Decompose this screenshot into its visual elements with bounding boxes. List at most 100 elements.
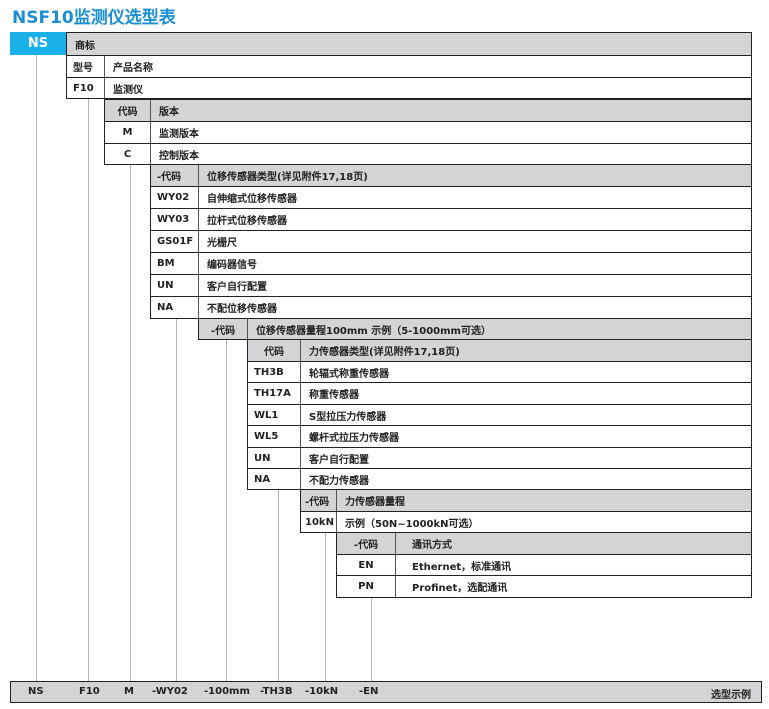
header-desc: 力传感器量程: [345, 497, 405, 508]
code-cell: WY03: [151, 209, 199, 230]
desc-cell: 监测版本: [159, 129, 199, 140]
example-part: -TH3B: [260, 686, 293, 697]
model-table: 商标 型号 产品名称 F10 监测仪: [66, 32, 752, 99]
table-row: BM 编码器信号: [151, 253, 751, 275]
desc-cell: Profinet，选配通讯: [412, 583, 508, 594]
table-row: EN Ethernet，标准通讯: [337, 555, 751, 576]
table-row: GS01F 光栅尺: [151, 231, 751, 253]
code-cell: C: [105, 144, 151, 165]
desc-cell: 监测仪: [113, 85, 143, 96]
code-cell: EN: [337, 555, 396, 575]
force-header: 代码 力传感器类型(详见附件17,18页): [248, 340, 751, 362]
table-row: PN Profinet，选配通讯: [337, 576, 751, 597]
code-cell: TH3B: [248, 362, 301, 382]
force-range-header: -代码 力传感器量程: [301, 490, 751, 512]
table-row: UN 客户自行配置: [248, 448, 751, 469]
connector-line: [88, 99, 89, 681]
displacement-range-table: -代码 位移传感器量程100mm 示例（5-1000mm可选）: [198, 318, 752, 340]
table-row: UN 客户自行配置: [151, 275, 751, 297]
code-cell: WL5: [248, 426, 301, 447]
code-cell: GS01F: [151, 231, 199, 252]
desc-cell: S型拉压力传感器: [309, 411, 387, 423]
example-part: -10kN: [305, 686, 339, 697]
desc-cell: Ethernet，标准通讯: [412, 561, 512, 573]
brand-row: 商标: [67, 33, 751, 56]
header-desc: 位移传感器量程100mm 示例（5-1000mm可选）: [256, 325, 491, 337]
brand-code: NS: [10, 32, 66, 55]
desc-cell: 示例（50N~1000kN可选）: [345, 518, 479, 530]
header-code: -代码: [337, 533, 396, 554]
connector-line: [371, 597, 372, 681]
page-title: NSF10监测仪选型表: [12, 8, 176, 28]
displacement-header: -代码 位移传感器类型(详见附件17,18页): [151, 165, 751, 187]
selection-example-bar: NS F10 M -WY02 -100mm -TH3B -10kN -EN 选型…: [10, 681, 762, 703]
connector-line: [325, 532, 326, 681]
code-cell: M: [105, 122, 151, 143]
model-header: 型号 产品名称: [67, 56, 751, 78]
desc-cell: 拉杆式位移传感器: [207, 216, 287, 227]
table-row: WY02 自伸缩式位移传感器: [151, 187, 751, 209]
brand-label: 商标: [75, 40, 95, 52]
desc-cell: 客户自行配置: [309, 454, 369, 466]
header-desc: 产品名称: [113, 63, 153, 74]
example-part: M: [124, 686, 134, 697]
connector-line: [278, 489, 279, 681]
header-code: 代码: [248, 340, 301, 361]
desc-cell: 编码器信号: [207, 260, 257, 271]
range-header: -代码 位移传感器量程100mm 示例（5-1000mm可选）: [199, 319, 751, 339]
example-part: -100mm: [204, 686, 250, 697]
version-header: 代码 版本: [105, 100, 751, 122]
table-row: M 监测版本: [105, 122, 751, 144]
code-cell: F10: [67, 78, 105, 99]
connector-line: [36, 55, 37, 681]
code-cell: NA: [151, 297, 199, 318]
connector-line: [130, 164, 131, 681]
example-label: 选型示例: [711, 690, 751, 701]
communication-table: -代码 通讯方式 EN Ethernet，标准通讯 PN Profinet，选配通讯: [336, 532, 752, 598]
desc-cell: 客户自行配置: [207, 282, 267, 293]
code-cell: UN: [248, 448, 301, 468]
header-desc: 版本: [159, 107, 179, 118]
table-row: NA 不配力传感器: [248, 469, 751, 490]
comm-header: -代码 通讯方式: [337, 533, 751, 555]
code-cell: PN: [337, 576, 396, 597]
desc-cell: 光栅尺: [207, 238, 237, 249]
header-desc: 位移传感器类型(详见附件17,18页): [207, 172, 368, 183]
header-desc: 力传感器类型(详见附件17,18页): [309, 347, 460, 358]
code-cell: TH17A: [248, 383, 301, 404]
desc-cell: 轮辐式称重传感器: [309, 368, 389, 380]
example-part: NS: [28, 686, 44, 697]
example-part: -EN: [359, 686, 379, 697]
code-cell: 10kN: [301, 512, 337, 532]
table-row: F10 监测仪: [67, 78, 751, 99]
table-row: 10kN 示例（50N~1000kN可选）: [301, 512, 751, 532]
desc-cell: 自伸缩式位移传感器: [207, 194, 297, 205]
example-part: -WY02: [152, 686, 188, 697]
header-code: 代码: [105, 100, 151, 121]
table-row: WL1 S型拉压力传感器: [248, 405, 751, 426]
header-code: -代码: [151, 165, 199, 186]
header-code: -代码: [301, 490, 337, 511]
table-row: WL5 螺杆式拉压力传感器: [248, 426, 751, 448]
force-range-table: -代码 力传感器量程 10kN 示例（50N~1000kN可选）: [300, 489, 752, 533]
code-cell: WL1: [248, 405, 301, 425]
header-code: -代码: [199, 319, 248, 339]
desc-cell: 不配位移传感器: [207, 304, 277, 315]
header-code: 型号: [67, 56, 105, 77]
connector-line: [226, 339, 227, 681]
header-desc: 通讯方式: [412, 540, 452, 551]
desc-cell: 螺杆式拉压力传感器: [309, 433, 399, 444]
table-row: NA 不配位移传感器: [151, 297, 751, 318]
displacement-type-table: -代码 位移传感器类型(详见附件17,18页) WY02 自伸缩式位移传感器 WY0…: [150, 164, 752, 319]
table-row: TH17A 称重传感器: [248, 383, 751, 405]
desc-cell: 控制版本: [159, 151, 199, 162]
code-cell: BM: [151, 253, 199, 274]
example-part: F10: [79, 686, 100, 697]
table-row: TH3B 轮辐式称重传感器: [248, 362, 751, 383]
code-cell: UN: [151, 275, 199, 296]
force-type-table: 代码 力传感器类型(详见附件17,18页) TH3B 轮辐式称重传感器 TH17A 称…: [247, 339, 752, 490]
table-row: WY03 拉杆式位移传感器: [151, 209, 751, 231]
code-cell: NA: [248, 469, 301, 490]
desc-cell: 不配力传感器: [309, 476, 369, 487]
code-cell: WY02: [151, 187, 199, 208]
